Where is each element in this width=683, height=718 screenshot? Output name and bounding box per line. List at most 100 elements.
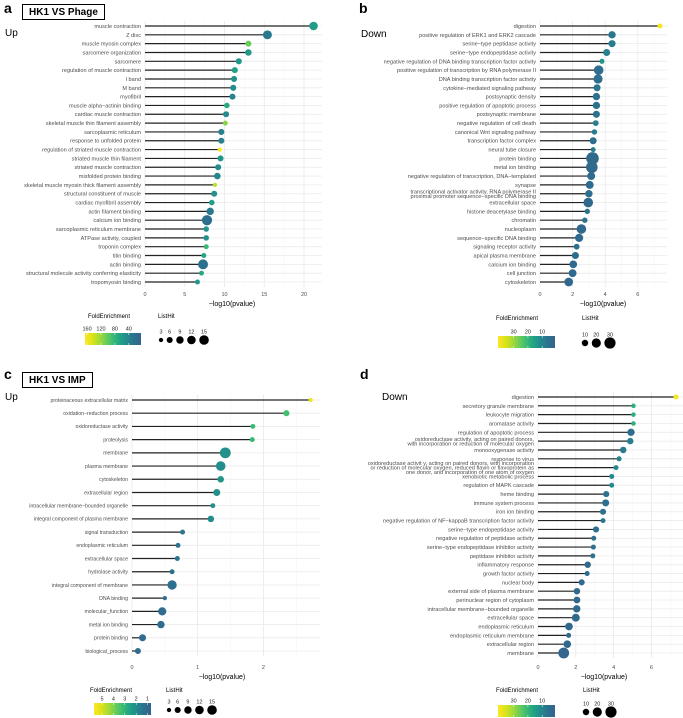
term-label-line: heme binding: [500, 492, 534, 498]
term-label: endoplasmic reticulum: [76, 543, 128, 549]
term-label-line: striated muscle thin filament: [72, 156, 142, 162]
term-label-line: extracellular region: [487, 642, 534, 648]
term-label-line: I band: [125, 77, 141, 83]
term-label: striated muscle contraction: [74, 165, 141, 171]
term-label-line: muscle myosin complex: [82, 42, 142, 48]
term-label-line: sarcomere organization: [83, 50, 141, 56]
term-label: cell junction: [507, 271, 536, 277]
size-legend-circle: [582, 708, 590, 716]
term-label: serine−type endopeptidase inhibitor acti…: [427, 545, 534, 551]
term-label-line: endoplasmic reticulum: [76, 543, 128, 549]
lollipop-point: [608, 40, 616, 48]
lollipop-point: [218, 137, 225, 144]
term-label-line: M band: [122, 86, 141, 92]
term-label: misfolded protein binding: [79, 174, 141, 180]
term-label: M band: [122, 86, 141, 92]
term-label: apical plasma membrane: [474, 253, 537, 259]
term-label: postsynaptic membrane: [477, 112, 536, 118]
term-label-line: tropomyosin binding: [91, 280, 141, 286]
lollipop-point: [207, 515, 215, 523]
term-label: growth factor activity: [483, 572, 534, 578]
lollipop-point: [593, 65, 604, 75]
term-label-line: cytokine−mediated signaling pathway: [443, 86, 536, 92]
term-label-line: serine−type endopeptidase activity: [450, 50, 536, 56]
term-label: intracellular membrane−bounded organelle: [427, 607, 534, 613]
lollipop-point: [593, 84, 601, 92]
term-label-line: oxidoreductase activit y, acting on pair…: [368, 461, 534, 467]
legend-size-title: ListHit: [158, 314, 175, 320]
colorbar-tick-label: 20: [525, 699, 531, 705]
panel-c-letter: c: [4, 366, 12, 382]
term-label-line: skeletal muscle thin filament assembly: [46, 121, 141, 127]
size-legend-circle: [195, 705, 204, 715]
size-legend-label: 3: [159, 330, 162, 336]
term-label-line: proximal promoter sequence−specific DNA …: [411, 194, 536, 200]
colorbar-tick-label: 10: [539, 330, 545, 336]
panel-c-plot: proteinaceous extracellular matrix oxidat…: [29, 395, 320, 681]
lollipop-point: [157, 620, 165, 629]
term-label-line: apical plasma membrane: [474, 253, 537, 259]
term-label: myofibril: [120, 95, 141, 101]
term-label-line: chromatin: [511, 218, 536, 224]
term-label-line: one donor, and incorporation of one atom…: [406, 470, 534, 476]
x-tick-label: 0: [536, 665, 539, 671]
term-label-line: DNA binding: [99, 596, 128, 602]
lollipop-point: [600, 518, 606, 524]
term-label: oxidoreductase activity: [76, 424, 129, 430]
term-label-line: regulation of MAPK cascade: [463, 483, 534, 489]
lollipop-point: [224, 102, 230, 109]
term-label: membrane: [103, 451, 128, 457]
colorbar-tick-label: 5: [100, 697, 103, 703]
lollipop-point: [231, 75, 238, 83]
term-label: plasma membrane: [85, 464, 128, 470]
lollipop-point: [585, 190, 593, 198]
term-label-line: actin filament binding: [88, 209, 141, 215]
colorbar: [498, 705, 555, 717]
term-label-line: perinuclear region of cytoplasm: [456, 598, 534, 604]
lollipop-point: [584, 571, 590, 577]
lollipop-point: [603, 48, 611, 57]
lollipop-point: [673, 394, 679, 400]
term-label-line: postsynaptic density: [486, 95, 537, 101]
term-label-line: signaling receptor activity: [473, 245, 536, 251]
colorbar-tick-label: 40: [126, 327, 132, 333]
term-label-line: negative regulation of NF−kappaB transcr…: [383, 519, 534, 525]
lollipop-point: [592, 110, 600, 118]
term-label: proteinaceous extracellular matrix: [50, 398, 128, 404]
lollipop-point: [584, 561, 591, 568]
lollipop-point: [599, 58, 605, 64]
size-legend-circle: [207, 705, 217, 715]
term-label: calcium ion binding: [93, 218, 141, 224]
term-label: skeletal muscle myosin thick filament as…: [24, 183, 141, 189]
term-label: oxidoreductase activity, acting on paire…: [406, 437, 534, 448]
lollipop-point: [566, 632, 572, 638]
term-label: molecular_function: [84, 609, 128, 615]
term-label-line: endoplasmic reticulum: [478, 624, 534, 630]
term-label-line: with incorporation or reduction of molec…: [406, 441, 534, 447]
size-legend-label: 20: [593, 333, 599, 339]
term-label-line: molecular_function: [84, 609, 128, 615]
lollipop-point: [591, 129, 598, 135]
term-label-line: extracellular region: [84, 490, 128, 496]
term-label: actin filament binding: [88, 209, 141, 215]
lollipop-point: [262, 30, 272, 40]
x-tick-label: 10: [221, 292, 227, 298]
term-label-line: positive regulation of ERK1 and ERK2 cas…: [419, 33, 536, 39]
term-label-line: metal ion binding: [494, 165, 536, 171]
term-label: I band: [125, 77, 141, 83]
size-legend-label: 9: [178, 330, 181, 336]
term-label-line: structural molecule activity conferring …: [26, 271, 141, 277]
panel-a-plot: muscle contraction Z disc muscle myosin co…: [24, 21, 322, 308]
term-label: peptidase inhibitor activity: [470, 554, 534, 560]
lollipop-point: [576, 224, 587, 234]
size-legend-label: 6: [176, 700, 179, 706]
term-label: chromatin: [511, 218, 536, 224]
term-label-line: or reduction of molecular oxygen, reduce…: [370, 466, 534, 472]
term-label-line: muscle contraction: [94, 24, 141, 30]
legend-size-title: ListHit: [583, 688, 600, 694]
term-label: oxidation−reduction process: [63, 411, 128, 417]
term-label: nuclear body: [502, 580, 534, 586]
term-label: Z disc: [126, 33, 141, 39]
term-label-line: external side of plasma membrane: [448, 589, 534, 595]
